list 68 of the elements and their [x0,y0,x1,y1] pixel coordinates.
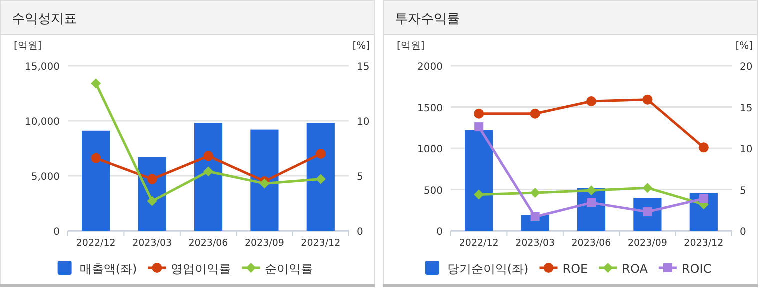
point [474,190,484,200]
x-tick-label: 2023/03 [132,238,172,249]
point [316,174,326,184]
x-tick-label: 2023/06 [188,238,228,249]
y-tick-label: 1500 [418,103,443,114]
y-tick-label: 15,000 [25,62,60,73]
y2-tick-label: 5 [357,172,364,183]
y2-tick-label: 10 [740,144,753,156]
y-tick-label: 10,000 [25,117,60,128]
point [587,198,596,208]
point [642,183,653,194]
y2-tick-label: 10 [357,117,370,128]
point [147,196,158,206]
point [91,153,102,164]
point [699,194,708,204]
bar [465,130,494,231]
y2-tick-label: 0 [357,227,364,238]
legend-label: ROA [622,262,649,276]
y-tick-label: 0 [54,227,60,238]
point [586,96,596,106]
point [530,108,540,119]
legend-label: 매출액(좌) [80,262,138,276]
x-tick-label: 2023/06 [572,238,612,249]
y-tick-label: 1000 [418,144,443,156]
x-tick-label: 2022/12 [459,238,499,249]
x-tick-label: 2023/12 [301,238,341,249]
x-tick-label: 2023/03 [516,238,556,249]
point [316,149,326,159]
point [642,94,653,105]
y2-axis-title: [%] [352,41,370,52]
bar [250,130,279,231]
bar [82,130,110,231]
point [530,188,540,198]
x-tick-label: 2023/09 [628,238,668,249]
legend-label: 순이익률 [265,262,314,276]
point [147,174,158,184]
y2-axis-title: [%] [736,41,754,52]
point [474,122,484,132]
point [474,108,484,119]
y-tick-label: 0 [436,227,443,238]
y2-tick-label: 15 [357,62,370,73]
legend-label: 영업이익률 [171,262,232,276]
legend-label: 당기순이익(좌) [447,262,529,276]
chart-title: 수익성지표 [12,12,77,27]
chart-title: 투자수익률 [395,12,460,27]
y-tick-label: 2000 [418,62,443,73]
legend-label: ROIC [682,262,712,276]
y2-tick-label: 5 [740,186,746,197]
y2-tick-label: 0 [740,227,746,238]
y-axis-title: [억원] [397,41,425,52]
point [586,186,596,196]
y2-tick-label: 15 [740,103,753,114]
y-tick-label: 500 [424,186,443,197]
legend-label: ROE [562,262,588,276]
x-tick-label: 2022/12 [76,238,116,249]
point [204,151,214,162]
bar [306,123,335,231]
point [91,78,102,89]
point [698,142,709,153]
y2-tick-label: 20 [740,62,753,73]
x-tick-label: 2023/12 [684,238,724,249]
bar [194,123,223,231]
y-axis-title: [억원] [14,41,42,52]
point [204,166,214,177]
point [530,212,540,222]
point [260,178,270,189]
y-tick-label: 5,000 [31,172,60,183]
x-tick-label: 2023/09 [244,238,284,249]
